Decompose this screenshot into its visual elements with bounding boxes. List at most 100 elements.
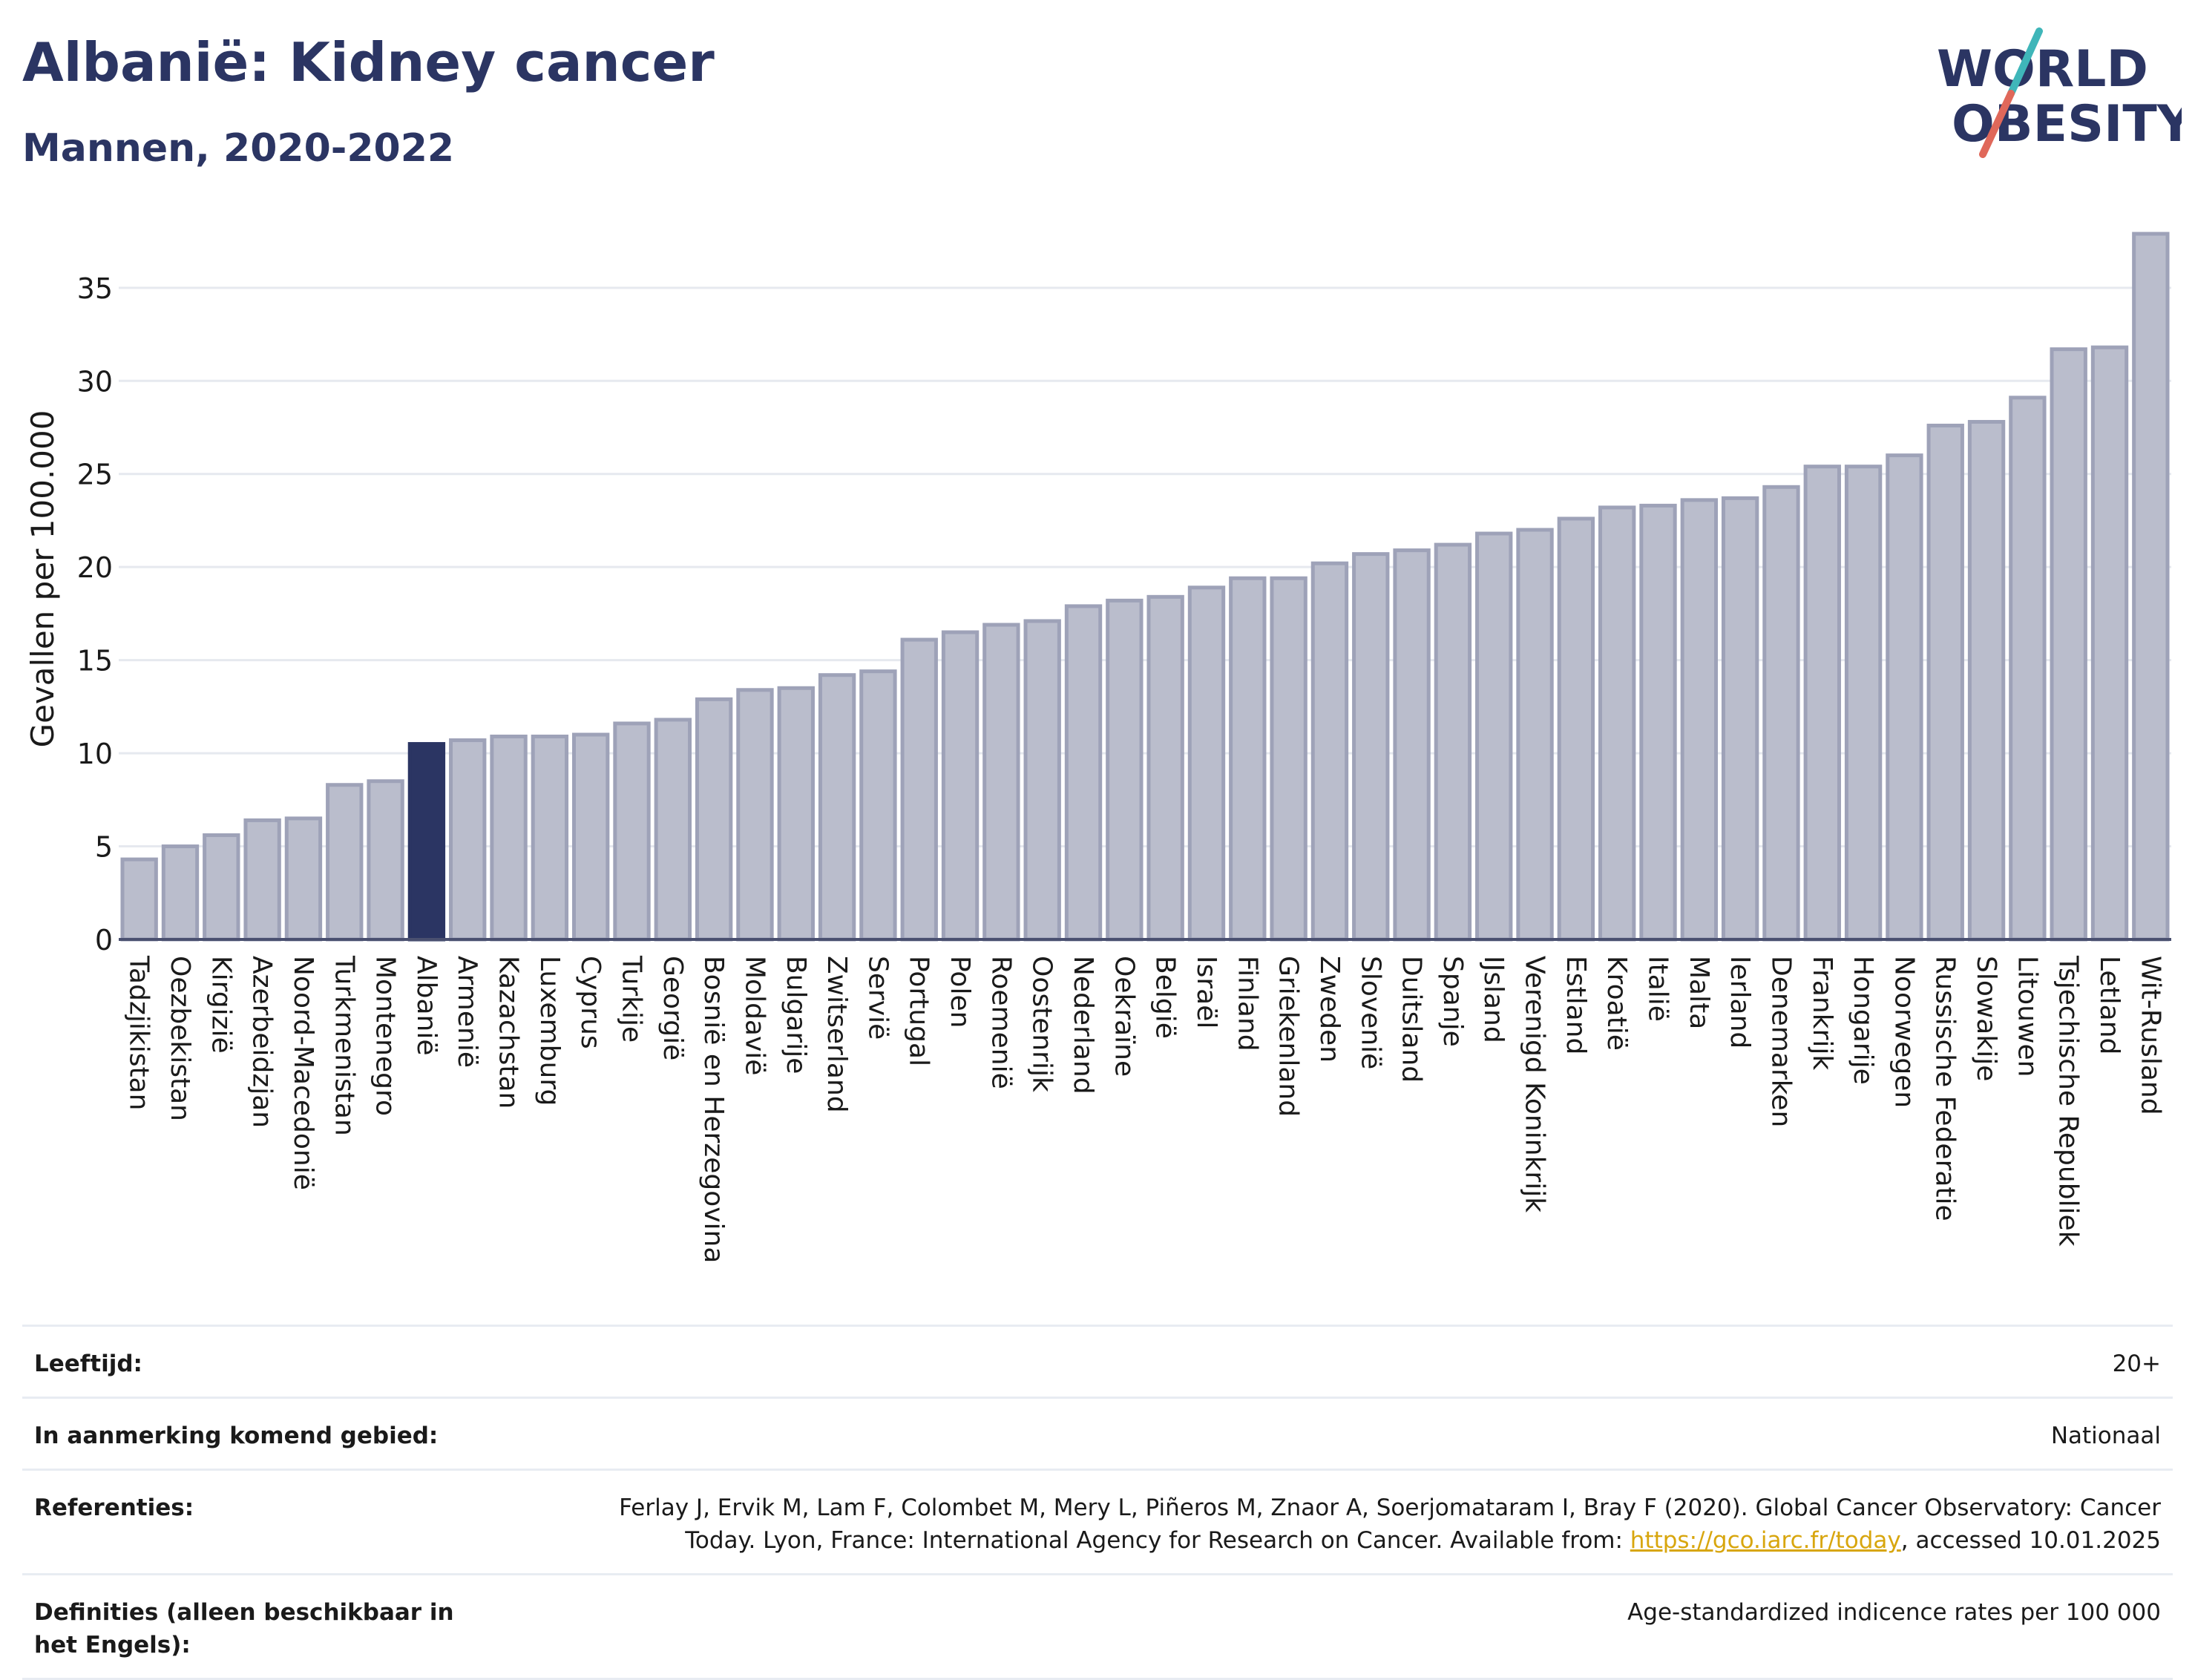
logo-slash-teal — [2007, 27, 2043, 97]
x-tick-label: Slovenië — [1355, 956, 1385, 1069]
bar-belgi- — [1146, 594, 1184, 942]
x-tick-label: Polen — [945, 956, 975, 1028]
bar-finland — [1229, 576, 1267, 942]
info-row-definitions: Definities (alleen beschikbaar in het En… — [22, 1575, 2173, 1680]
x-tick-label: Malta — [1684, 956, 1714, 1029]
y-tick-label: 5 — [95, 831, 113, 864]
references-value: Ferlay J, Ervik M, Lam F, Colombet M, Me… — [565, 1492, 2161, 1557]
x-tick-label: Turkije — [617, 955, 647, 1043]
area-label: In aanmerking komend gebied: — [34, 1423, 439, 1449]
x-tick-labels: Tadzjikistan Oezbekistan Kirgizië Azerbeidz… — [124, 955, 2166, 1263]
bar-nederland — [1064, 604, 1103, 942]
references-link[interactable]: https://gco.iarc.fr/today — [1630, 1527, 1901, 1554]
x-tick-label: Oostenrijk — [1027, 956, 1057, 1092]
x-tick-label: Litouwen — [2012, 956, 2042, 1077]
x-tick-label: Turkmenistan — [329, 955, 359, 1136]
bar-chart: 0 5 10 15 20 25 30 35 Tadzjikistan Oezbekistan Ki… — [24, 232, 2171, 1263]
bar-russische-federatie — [1926, 423, 1964, 942]
bar-kirgizi- — [203, 833, 240, 942]
bar-moldavi- — [736, 688, 774, 942]
bars — [120, 232, 2170, 942]
bar-litouwen — [2009, 396, 2047, 942]
bar-griekenland — [1270, 576, 1308, 942]
x-tick-label: Cyprus — [575, 956, 606, 1049]
x-tick-label: Bosnië en Herzegovina — [698, 956, 729, 1263]
x-tick-label: Noorwegen — [1889, 956, 1919, 1108]
bar-albani- — [407, 742, 446, 942]
bar-noord-macedoni- — [284, 816, 323, 942]
x-tick-label: Georgië — [657, 956, 688, 1060]
x-tick-label: Denemarken — [1765, 956, 1796, 1127]
x-tick-label: Azerbeidzjan — [247, 956, 278, 1128]
bar-tadzjikistan — [120, 857, 158, 942]
references-suffix: , accessed 10.01.2025 — [1900, 1527, 2161, 1554]
bar-polen — [941, 630, 980, 942]
x-tick-label: Slowakije — [1971, 956, 2001, 1081]
x-tick-label: Wit-Rusland — [2135, 956, 2165, 1115]
bar-turkmenistan — [326, 783, 364, 942]
bar-montenegro — [367, 779, 404, 942]
info-table: Leeftijd: 20+ In aanmerking komend gebie… — [22, 1325, 2173, 1680]
x-tick-label: Ierland — [1725, 956, 1755, 1049]
bar-servi- — [859, 669, 897, 942]
age-value: 20+ — [2112, 1351, 2161, 1377]
x-tick-label: Tsjechische Republiek — [2053, 955, 2084, 1247]
y-tick-labels: 0 5 10 15 20 25 30 35 — [77, 272, 113, 957]
bar-itali- — [1639, 503, 1677, 942]
x-tick-label: Zwitserland — [821, 956, 852, 1113]
bar-denemarken — [1762, 485, 1800, 942]
definitions-value: Age-standardized indicence rates per 100… — [1627, 1599, 2161, 1626]
world-obesity-logo: WORLD OBESITY — [1937, 27, 2182, 158]
x-tick-label: Armenië — [452, 956, 482, 1068]
y-axis-label: Gevallen per 100.000 — [24, 410, 61, 748]
bar-tsjechische-republiek — [2050, 347, 2087, 942]
x-tick-label: Letland — [2094, 956, 2125, 1054]
x-tick-label: IJsland — [1478, 956, 1509, 1043]
age-label: Leeftijd: — [34, 1351, 142, 1377]
x-tick-label: Finland — [1232, 956, 1262, 1051]
x-tick-label: Italië — [1643, 956, 1673, 1022]
bar-armeni- — [449, 738, 487, 942]
info-row-age: Leeftijd: 20+ — [22, 1327, 2173, 1399]
bar-luxemburg — [531, 735, 569, 942]
x-tick-label: Duitsland — [1397, 956, 1427, 1083]
bar-letland — [2090, 345, 2129, 942]
y-tick-label: 20 — [77, 551, 113, 584]
area-value: Nationaal — [2050, 1423, 2161, 1449]
definitions-label: Definities (alleen beschikbaar in het En… — [34, 1599, 454, 1658]
x-tick-label: Roemenië — [985, 956, 1016, 1089]
bar-bosni-en-herzegovina — [695, 697, 733, 942]
bar-hongarije — [1844, 465, 1883, 942]
bar-spanje — [1434, 542, 1472, 942]
x-tick-label: Montenegro — [370, 956, 401, 1116]
bar-cyprus — [571, 732, 610, 942]
y-tick-label: 25 — [77, 459, 113, 491]
bar-oekra-ne — [1106, 598, 1144, 942]
x-tick-label: België — [1150, 956, 1181, 1039]
bar-ijsland — [1475, 531, 1513, 942]
y-tick-label: 10 — [77, 738, 113, 770]
x-tick-label: Oezbekistan — [165, 956, 195, 1121]
logo-slash-coral — [1979, 90, 2015, 158]
bar-azerbeidzjan — [243, 818, 281, 942]
bar-verenigd-koninkrijk — [1516, 528, 1554, 942]
bar-sloveni- — [1352, 552, 1390, 942]
info-row-references: Referenties: Ferlay J, Ervik M, Lam F, C… — [22, 1471, 2173, 1575]
bar-kroati- — [1598, 505, 1636, 942]
x-tick-label: Portugal — [904, 956, 934, 1066]
x-tick-label: Estland — [1561, 956, 1591, 1054]
x-tick-label: Russische Federatie — [1930, 956, 1961, 1221]
bar-wit-rusland — [2132, 232, 2170, 942]
bar-estland — [1557, 516, 1595, 942]
bar-portugal — [900, 637, 938, 942]
bar-malta — [1680, 498, 1719, 942]
y-tick-label: 0 — [95, 924, 113, 957]
x-tick-label: Kirgizië — [206, 956, 236, 1054]
x-tick-label: Oekraïne — [1109, 956, 1139, 1077]
bar-bulgarije — [777, 686, 815, 942]
info-row-area: In aanmerking komend gebied: Nationaal — [22, 1399, 2173, 1471]
y-tick-label: 35 — [77, 272, 113, 305]
bar-oostenrijk — [1023, 619, 1061, 942]
references-label: Referenties: — [34, 1494, 194, 1521]
logo-text-world: WORLD — [1937, 40, 2148, 99]
